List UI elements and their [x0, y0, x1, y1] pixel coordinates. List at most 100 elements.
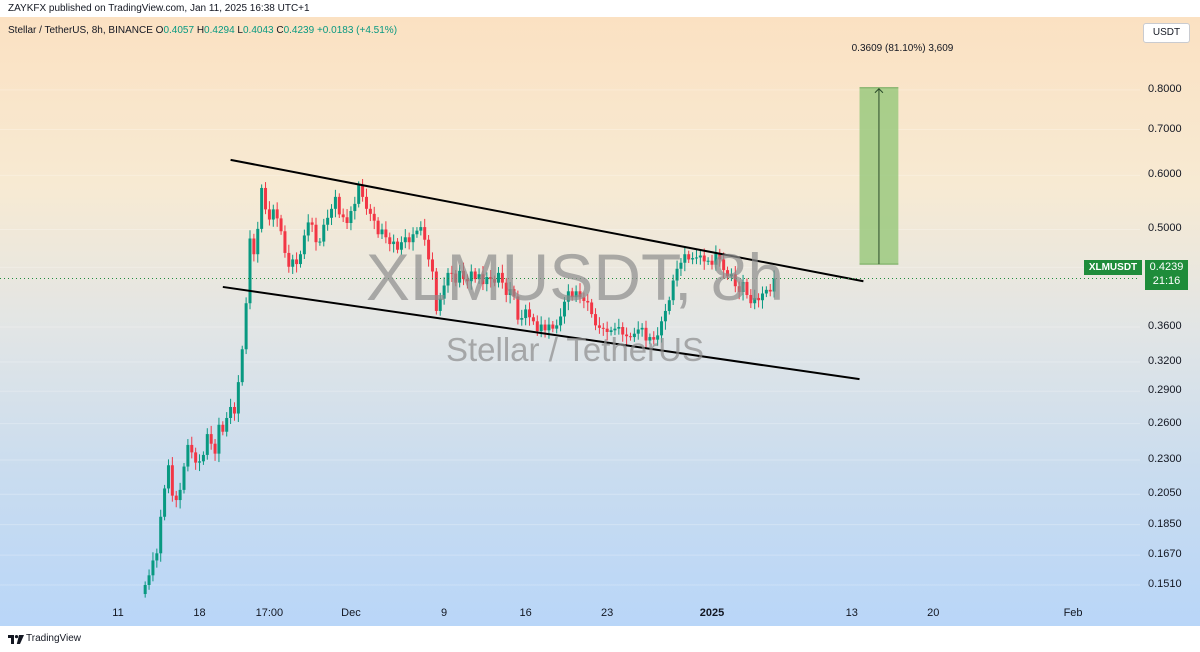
candle-body: [349, 211, 353, 224]
candle-body: [745, 281, 749, 295]
candle-body: [159, 516, 163, 554]
candle-body: [687, 254, 691, 260]
candle-body: [275, 209, 279, 219]
candle-body: [407, 237, 411, 243]
candle-body: [524, 309, 528, 319]
candle-body: [240, 349, 244, 383]
candle-body: [601, 327, 605, 329]
candle-body: [566, 291, 570, 302]
price-chart[interactable]: [0, 17, 1200, 626]
candle-body: [764, 289, 768, 294]
candle-body: [613, 328, 617, 331]
x-tick-label: 20: [927, 607, 940, 619]
y-tick-label: 0.2300: [1148, 453, 1182, 466]
candle-body: [749, 294, 753, 304]
candle-body: [512, 289, 516, 297]
candle-body: [516, 296, 520, 320]
candle-body: [741, 281, 745, 293]
footer: TradingView: [0, 626, 1200, 652]
candle-body: [392, 241, 396, 245]
y-tick-label: 0.1510: [1148, 577, 1182, 590]
candle-body: [306, 222, 310, 236]
candle-body: [733, 274, 737, 287]
candle-body: [283, 231, 287, 253]
candle-body: [660, 321, 664, 336]
tradingview-logo-icon[interactable]: [8, 635, 24, 644]
candle-body: [718, 253, 722, 260]
candle-body: [287, 252, 291, 267]
price-tag-symbol: XLMUSDT: [1084, 260, 1142, 275]
watermark-ticker: XLMUSDT, 8h: [365, 240, 785, 314]
candle-body: [368, 208, 372, 214]
candle-body: [757, 297, 761, 301]
open-value: 0.4057: [163, 25, 195, 36]
candle-body: [504, 282, 508, 295]
candle-body: [691, 258, 695, 260]
candle-body: [399, 242, 403, 250]
candle-body: [753, 297, 757, 304]
candle-body: [656, 335, 660, 340]
chart-area[interactable]: XLMUSDT, 8h Stellar / TetherUS Stellar /…: [0, 17, 1200, 626]
candle-body: [217, 424, 221, 454]
candle-body: [330, 208, 334, 218]
y-tick-label: 0.8000: [1148, 82, 1182, 95]
candle-body: [178, 489, 182, 501]
candle-body: [667, 300, 671, 311]
candle-body: [671, 280, 675, 301]
candle-body: [594, 314, 598, 326]
currency-selector[interactable]: USDT: [1143, 23, 1190, 43]
x-tick-label: Feb: [1063, 607, 1083, 619]
candle-body: [302, 235, 306, 255]
candle-body: [586, 300, 590, 303]
candle-body: [442, 285, 446, 299]
channel-lower-line: [222, 285, 860, 381]
candle-body: [465, 279, 469, 282]
candle-body: [190, 444, 194, 453]
candle-body: [384, 229, 388, 238]
candle-body: [726, 270, 730, 277]
channel-upper-line: [230, 158, 864, 283]
candle-body: [694, 257, 698, 259]
candle-body: [609, 330, 613, 332]
candle-body: [295, 259, 299, 265]
price-tag-value: 0.4239: [1149, 261, 1184, 273]
candle-body: [298, 254, 302, 265]
high-label: H: [196, 25, 205, 36]
x-tick-label: 2025: [699, 607, 725, 619]
candle-body: [605, 328, 609, 332]
high-value: 0.4294: [204, 25, 235, 36]
candle-body: [205, 434, 209, 455]
candle-body: [477, 274, 481, 280]
candle-body: [194, 452, 198, 463]
y-tick-label: 0.2600: [1148, 416, 1182, 429]
candle-body: [357, 184, 361, 204]
candle-body: [625, 334, 629, 337]
y-tick-label: 0.7000: [1148, 122, 1182, 135]
candle-body: [469, 271, 473, 282]
candle-body: [232, 406, 236, 414]
candle-body: [151, 560, 155, 576]
close-value: 0.4239: [283, 25, 315, 36]
candle-body: [279, 218, 283, 232]
candle-body: [322, 224, 326, 242]
candle-body: [333, 196, 337, 209]
x-tick-label: 16: [519, 607, 532, 619]
candle-body: [225, 417, 229, 432]
candle-body: [462, 270, 466, 280]
candle-body: [434, 271, 438, 311]
candle-body: [698, 255, 702, 258]
candle-body: [722, 259, 726, 271]
candle-body: [182, 466, 186, 490]
candle-body: [528, 309, 532, 318]
candle-body: [244, 303, 248, 350]
candle-body: [396, 241, 400, 250]
candle-body: [252, 238, 256, 255]
candle-body: [555, 325, 559, 329]
candle-body: [260, 187, 264, 229]
y-tick-label: 0.1850: [1148, 517, 1182, 530]
candle-body: [508, 289, 512, 295]
candle-body: [419, 227, 423, 231]
candle-body: [640, 327, 644, 330]
open-label: O: [155, 25, 164, 36]
candle-body: [438, 298, 442, 311]
